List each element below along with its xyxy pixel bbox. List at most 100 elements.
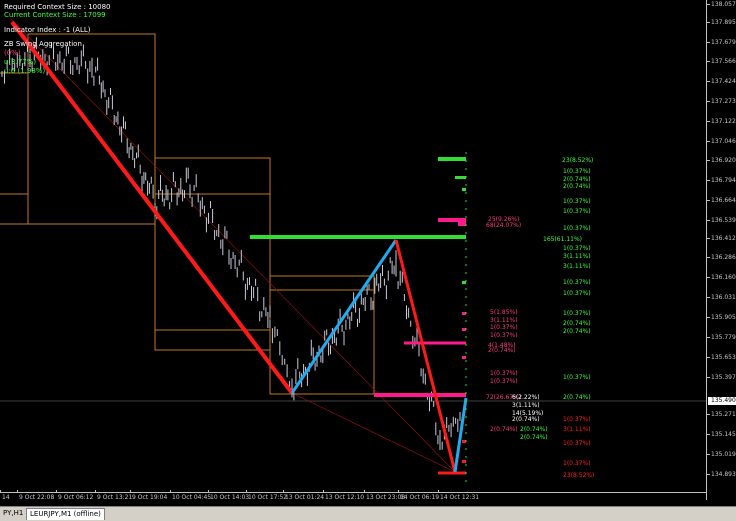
time-tick — [56, 490, 57, 493]
level-label: 165(61.11%) — [543, 236, 583, 243]
price-tick — [707, 160, 710, 161]
red-trend-line-down — [10, 20, 294, 395]
level-label: 1(0.37%) — [563, 416, 591, 423]
level-label: 1(0.37%) — [490, 324, 518, 331]
time-label: 13 Oct 12:10 — [325, 494, 365, 501]
level-label: 2(0.74%) — [563, 183, 591, 190]
level-label: 72(26.67%) — [486, 394, 522, 401]
price-tick — [707, 377, 710, 378]
time-tick — [246, 490, 247, 493]
level-label: 1(0.37%) — [563, 279, 591, 286]
swing-box-3 — [269, 275, 375, 395]
price-label: 136.7940 — [711, 177, 736, 184]
time-label: 10 Oct 04:45 — [172, 494, 212, 501]
level-label: 1(0.37%) — [563, 168, 591, 175]
price-tick — [707, 180, 710, 181]
price-label: 136.9200 — [711, 157, 736, 164]
price-tick — [707, 317, 710, 318]
price-tick — [707, 474, 710, 475]
level-label: 3(1.11%) — [490, 317, 518, 324]
level-label: 4(1.48%) — [488, 342, 516, 349]
level-label: 2(0.74%) — [563, 328, 591, 335]
price-axis[interactable]: 135.4900 138.0575 137.8950 137.6795 137.566… — [706, 0, 736, 500]
red-trend-line-down-2 — [394, 239, 457, 473]
price-tick — [707, 357, 710, 358]
level-label: 1(0.37%) — [563, 290, 591, 297]
time-tick — [364, 490, 365, 493]
price-tick — [707, 277, 710, 278]
time-tick — [438, 490, 439, 493]
price-label: 137.8950 — [711, 19, 736, 26]
price-label: 135.2715 — [711, 411, 736, 418]
price-label: 137.0460 — [711, 138, 736, 145]
level-label: 3(1.11%) — [563, 426, 591, 433]
level-label: 1(0.37%) — [490, 378, 518, 385]
time-tick — [323, 490, 324, 493]
time-label: 10 Oct 14:03 — [210, 494, 250, 501]
price-tick — [707, 414, 710, 415]
level-label: 3(1.11%) — [512, 402, 540, 409]
thin-trend-line — [9, 17, 456, 473]
tab-chart-active[interactable]: LEURJPY,M1 (offline) — [26, 508, 105, 520]
time-tick — [170, 490, 171, 493]
price-label: 136.1605 — [711, 274, 736, 281]
time-label: 9 Oct 06:12 — [58, 494, 94, 501]
level-label: 3(1.11%) — [563, 253, 591, 260]
price-tick — [707, 101, 710, 102]
time-axis[interactable]: 14 9 Oct 22:08 9 Oct 06:12 9 Oct 13:21 9 Oct… — [0, 490, 706, 501]
current-context-label: Current Context Size : 17099 — [4, 11, 106, 19]
price-tick — [707, 238, 710, 239]
time-label: 9 Oct 22:08 — [19, 494, 55, 501]
chart-tab-bar: PY,H1 LEURJPY,M1 (offline) — [0, 506, 736, 521]
price-label: 137.1225 — [711, 118, 736, 125]
swing-box-1 — [27, 33, 156, 225]
info-line-2: u(3.77%) — [4, 58, 37, 66]
chart-area[interactable] — [0, 0, 736, 500]
level-label: 14(5.19%) — [512, 410, 544, 417]
level-label: 1(0.37%) — [563, 374, 591, 381]
price-label: 135.7790 — [711, 334, 736, 341]
level-label: 23(8.52%) — [562, 157, 594, 164]
price-label: 136.6645 — [711, 197, 736, 204]
price-label: 135.0195 — [711, 451, 736, 458]
level-label: 1(0.37%) — [563, 225, 591, 232]
time-label: 14 Oct 06:19 — [400, 494, 440, 501]
price-tick — [707, 22, 710, 23]
time-tick — [398, 490, 399, 493]
level-label: 1(0.37%) — [490, 370, 518, 377]
time-label: 14 Oct 12:31 — [440, 494, 480, 501]
price-label: 137.6795 — [711, 39, 736, 46]
time-tick — [130, 490, 131, 493]
blue-trend-line-up-2 — [453, 397, 468, 473]
time-tick — [0, 490, 1, 493]
level-label: 1(0.37%) — [563, 460, 591, 467]
ohlc-bars — [1, 37, 461, 450]
price-tick — [707, 61, 710, 62]
time-tick — [283, 490, 284, 493]
price-label: 137.2730 — [711, 98, 736, 105]
level-label: 1(0.37%) — [563, 440, 591, 447]
price-tick — [707, 42, 710, 43]
time-label: 9 Oct 19:04 — [132, 494, 168, 501]
price-chart-svg — [0, 17, 706, 484]
swing-box-2 — [154, 157, 271, 351]
price-tick — [707, 200, 710, 201]
price-label: 136.4125 — [711, 235, 736, 242]
price-label: 136.2865 — [711, 254, 736, 261]
price-label: 137.5660 — [711, 58, 736, 65]
time-label: 10 Oct 17:52 — [248, 494, 288, 501]
level-label: 1(0.37%) — [563, 245, 591, 252]
time-label: 13 Oct 23:08 — [366, 494, 406, 501]
level-label: 2(0.74%) — [563, 394, 591, 401]
price-tick — [707, 121, 710, 122]
level-label: 1(0.37%) — [563, 208, 591, 215]
price-tick — [707, 257, 710, 258]
aggregation-label: ZB Swing Aggregation — [4, 40, 82, 48]
time-label: 13 Oct 01:24 — [285, 494, 325, 501]
level-label: 2(0.74%) — [520, 426, 548, 433]
indicator-index-label: Indicator Index : -1 (ALL) — [4, 26, 91, 34]
time-tick — [17, 490, 18, 493]
price-tick — [707, 141, 710, 142]
tab-chart-h1[interactable]: PY,H1 — [3, 509, 24, 517]
